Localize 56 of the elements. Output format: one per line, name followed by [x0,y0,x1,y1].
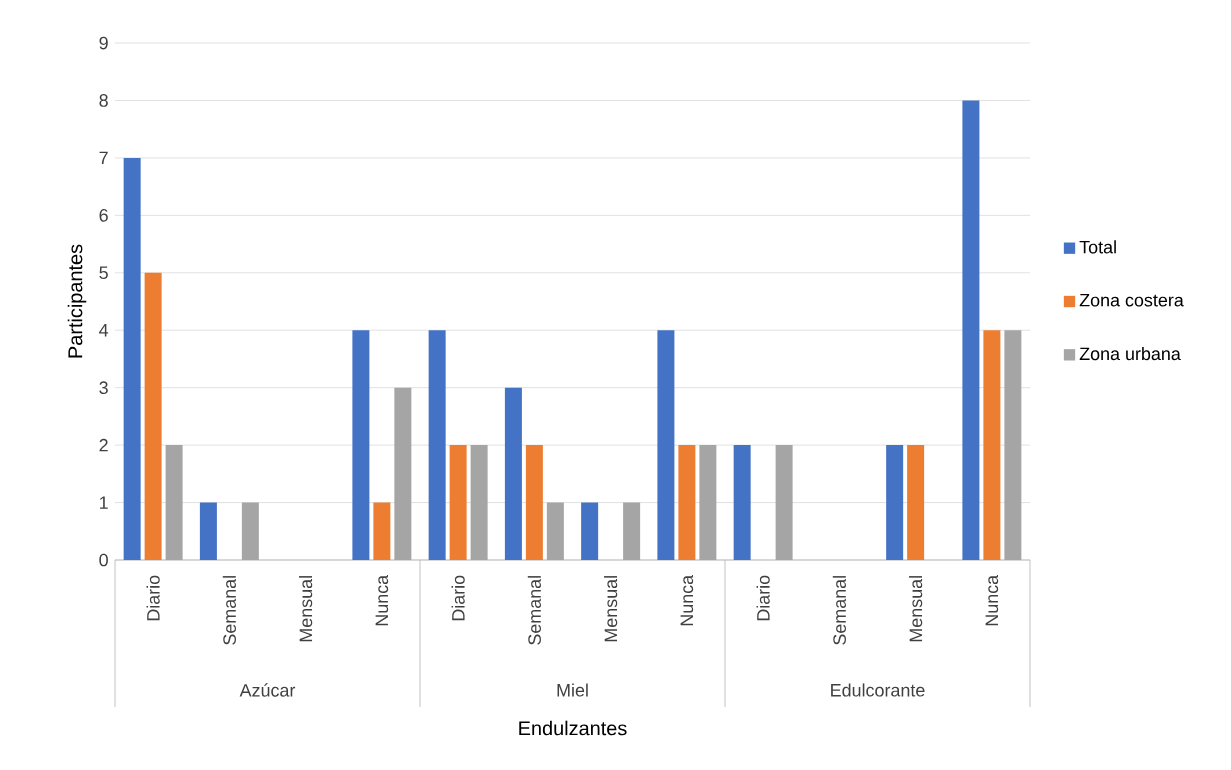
bar [1004,330,1022,560]
y-tick-label: 8 [99,94,108,107]
bar [394,387,412,560]
y-tick-label: 3 [99,381,108,395]
y-tick-label: 2 [99,438,108,452]
x-tick-label: Semanal [222,576,236,645]
bar [546,502,564,560]
bar [144,272,162,560]
bar [699,445,717,560]
legend-label: Zona urbana [1079,346,1181,361]
x-tick-label: Mensual [299,576,313,642]
bar [678,445,696,560]
x-tick-label: Mensual [604,576,618,642]
y-tick-label: 7 [99,151,108,165]
x-tick-label: Diario [146,575,160,621]
y-tick-label: 6 [99,208,108,222]
bar [657,330,675,560]
bar [775,445,793,560]
bar [123,157,141,560]
x-tick-label: Nunca [680,574,694,626]
x-tick-label: Mensual [909,576,923,642]
bar [449,445,467,560]
x-tick-label: Nunca [375,574,389,626]
x-tick-label: Diario [756,575,770,621]
x-tick-label: Semanal [832,576,846,645]
x-axis-title: Endulzantes [519,720,627,736]
x-tick-label: Semanal [527,576,541,645]
bar [733,445,751,560]
bar [199,502,217,560]
bar [623,502,641,560]
bar [962,100,980,560]
bar [525,445,543,560]
bar [352,330,370,560]
bar [983,330,1001,560]
x-tick-label: Nunca [985,574,999,626]
y-axis-title: Participantes [67,244,87,358]
text: Azúcar [239,683,296,697]
bar [470,445,488,560]
y-tick-label: 9 [99,36,108,50]
legend-label: Total [1079,240,1116,254]
legend-label: Zona costera [1079,293,1184,307]
bar [886,445,904,560]
y-tick-label: 5 [99,266,108,280]
bar [907,445,925,560]
bar [241,502,259,560]
text: Edulcorante [831,683,925,697]
bar [165,445,183,560]
bar [504,387,522,560]
text: Miel [557,683,588,697]
y-tick-label: 1 [100,496,108,509]
bar [373,502,391,560]
y-tick-label: 0 [99,553,108,567]
bar [428,330,446,560]
bar [581,502,599,560]
x-tick-label: Diario [451,575,465,621]
y-tick-label: 4 [99,324,109,337]
